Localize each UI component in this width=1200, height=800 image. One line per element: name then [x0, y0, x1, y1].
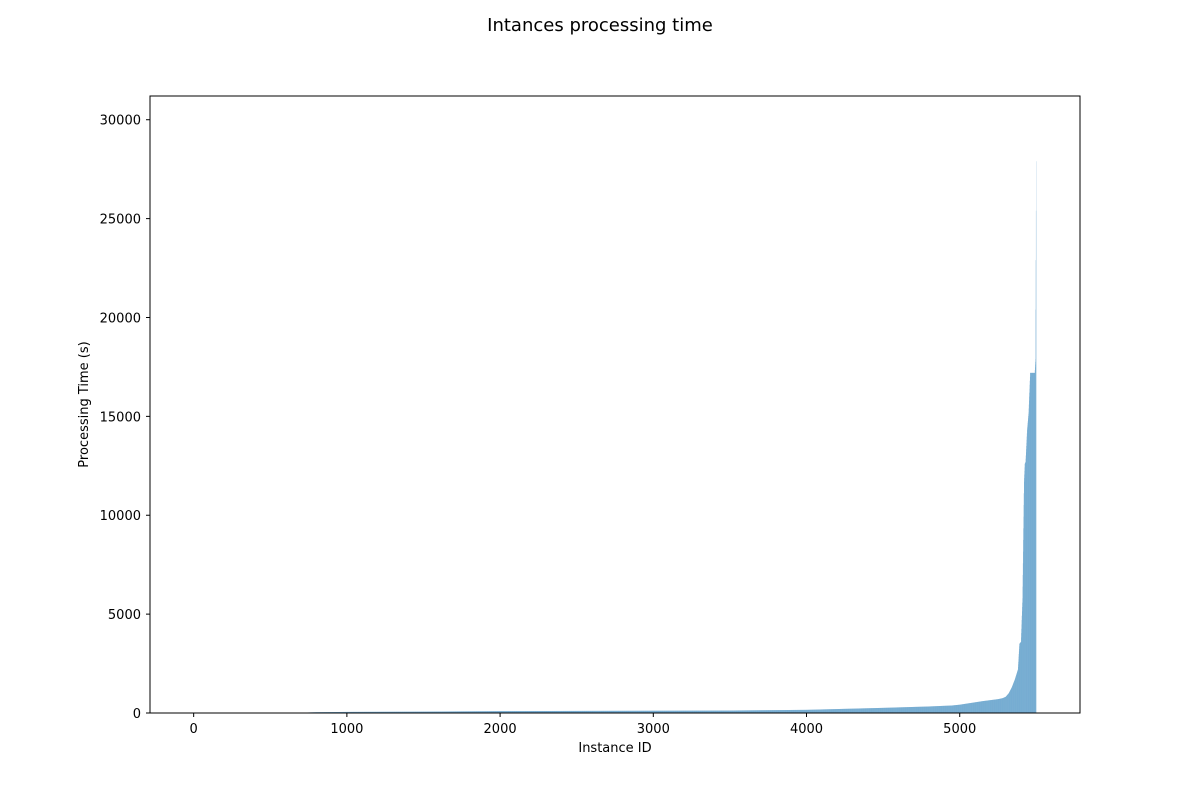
chart-title: Intances processing time [487, 15, 713, 36]
bar-series [193, 161, 1037, 714]
